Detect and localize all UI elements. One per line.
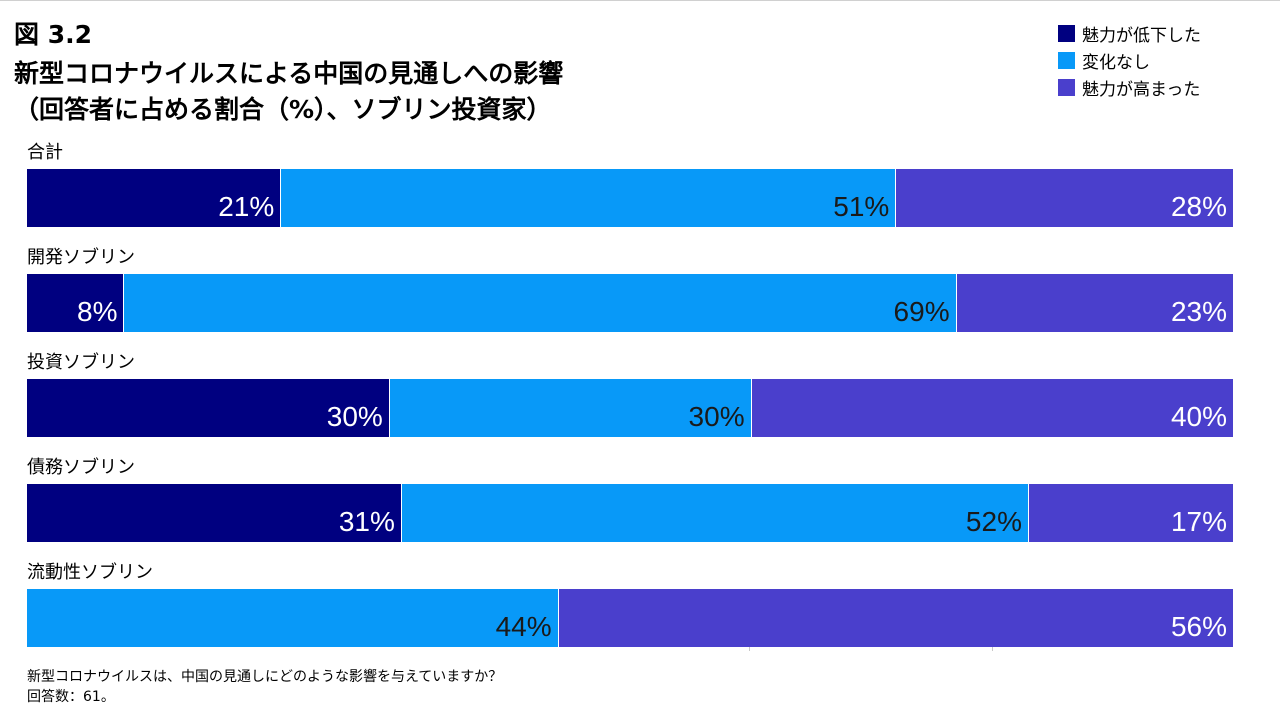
chart-title-line-2: （回答者に占める割合（%）、ソブリン投資家） [14, 95, 552, 124]
bar-segment: 28% [895, 169, 1233, 227]
category-label: 債務ソブリン [27, 457, 135, 478]
axis-tick [749, 647, 750, 651]
legend-item: 変化なし [1058, 47, 1201, 74]
bar-segment: 44% [27, 589, 558, 647]
data-label: 28% [1170, 191, 1227, 222]
data-label: 8% [77, 296, 118, 327]
footnote-question: 新型コロナウイルスは、中国の見通しにどのような影響を与えていますか？ [27, 669, 503, 685]
axis-tick [992, 647, 993, 651]
bar-segment: 56% [557, 589, 1233, 647]
category-label: 合計 [27, 142, 63, 163]
figure-label: 図 3.2 [14, 20, 92, 49]
bar-segment: 31% [27, 484, 401, 542]
bar-segment: 8% [27, 274, 124, 332]
data-label: 56% [1170, 611, 1227, 642]
category-label: 投資ソブリン [27, 352, 135, 373]
bar-row: 8% 69% 23% [27, 274, 1233, 332]
bar-segment: 17% [1027, 484, 1233, 542]
bar-segment: 40% [750, 379, 1233, 437]
bar-row: 21% 51% 28% [27, 169, 1233, 227]
data-label: 51% [833, 191, 890, 222]
bar-segment: 69% [123, 274, 956, 332]
data-label: 44% [495, 611, 552, 642]
bar-segment: 30% [388, 379, 751, 437]
bar-segment: 52% [400, 484, 1028, 542]
chart-title-line-1: 新型コロナウイルスによる中国の見通しへの影響 [14, 59, 564, 88]
category-label: 流動性ソブリン [27, 562, 153, 583]
legend-swatch [1058, 52, 1075, 69]
bar-segment: 23% [955, 274, 1233, 332]
legend-label: 魅力が高まった [1082, 80, 1201, 100]
footnote-response-count: 回答数：61。 [27, 689, 115, 705]
category-label: 開発ソブリン [27, 247, 135, 268]
legend-label: 魅力が低下した [1082, 26, 1201, 46]
legend-item: 魅力が高まった [1058, 74, 1201, 101]
legend-item: 魅力が低下した [1058, 20, 1201, 47]
data-label: 17% [1170, 506, 1227, 537]
bar-row: 31% 52% 17% [27, 484, 1233, 542]
data-label: 23% [1170, 296, 1227, 327]
bar-segment: 51% [280, 169, 896, 227]
legend-swatch [1058, 25, 1075, 42]
data-label: 30% [326, 401, 383, 432]
data-label: 52% [965, 506, 1022, 537]
legend-label: 変化なし [1082, 53, 1150, 73]
data-label: 69% [893, 296, 950, 327]
legend-swatch [1058, 79, 1075, 96]
bar-row: 44% 56% [27, 589, 1233, 647]
bar-segment: 30% [27, 379, 389, 437]
chart-legend: 魅力が低下した 変化なし魅力が高まった [1058, 20, 1201, 101]
data-label: 40% [1170, 401, 1227, 432]
bar-segment: 21% [27, 169, 281, 227]
data-label: 21% [218, 191, 275, 222]
data-label: 31% [338, 506, 395, 537]
data-label: 30% [688, 401, 745, 432]
top-rule [0, 0, 1280, 1]
bar-row: 30% 30% 40% [27, 379, 1233, 437]
